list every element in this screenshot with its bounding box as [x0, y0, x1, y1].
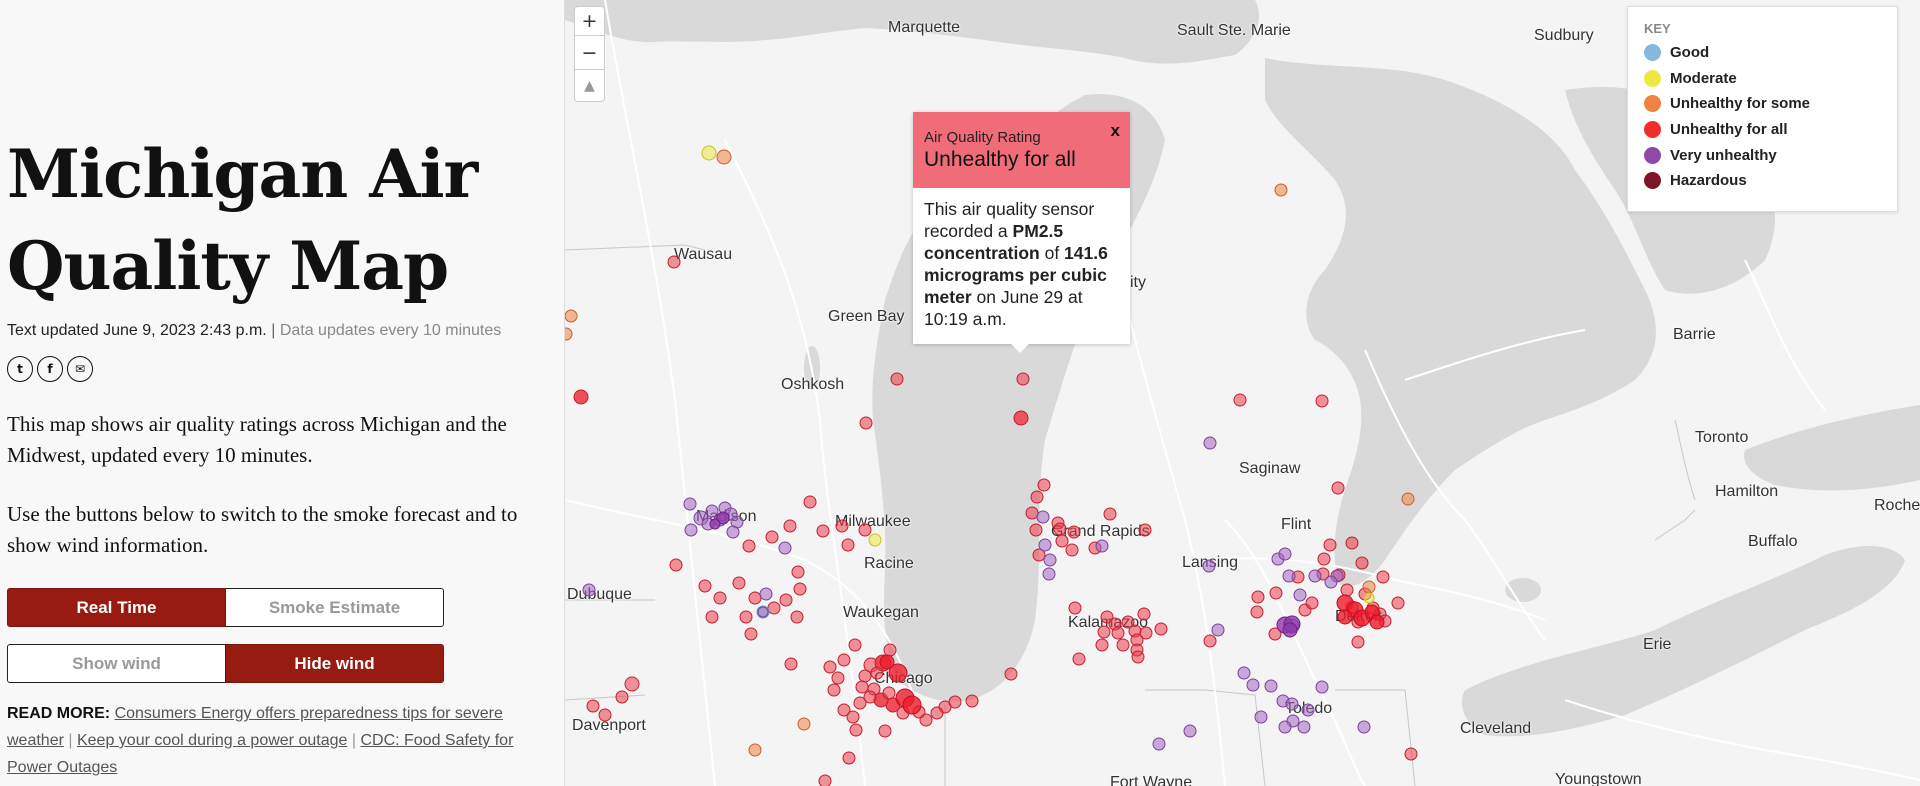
- legend-item: Moderate: [1644, 66, 1897, 92]
- close-icon[interactable]: x: [1110, 121, 1120, 140]
- city-label: Milwaukee: [835, 513, 911, 530]
- legend-label: Unhealthy for all: [1670, 121, 1788, 139]
- link-separator: |: [68, 732, 73, 749]
- city-label: Marquette: [888, 19, 961, 36]
- city-label: Green Bay: [828, 308, 905, 325]
- wind-toggle: Show wind Hide wind: [7, 644, 444, 683]
- city-label: Fort Wayne: [1110, 774, 1193, 786]
- legend-item: Unhealthy for all: [1644, 117, 1897, 143]
- mode-toggle: Real Time Smoke Estimate: [7, 588, 444, 627]
- smoke-estimate-button[interactable]: Smoke Estimate: [226, 588, 444, 627]
- legend-swatch: [1644, 172, 1661, 190]
- city-label: Oshkosh: [781, 376, 845, 393]
- legend-label: Unhealthy for some: [1670, 95, 1811, 113]
- real-time-button[interactable]: Real Time: [7, 588, 226, 627]
- legend-title: KEY: [1644, 21, 1671, 36]
- popup-tip: [1011, 344, 1029, 353]
- city-label: Roches: [1874, 497, 1920, 514]
- legend-swatch: [1644, 146, 1661, 164]
- link-separator: |: [351, 732, 356, 749]
- compass-icon[interactable]: ▲: [574, 70, 605, 102]
- city-label: Youngstown: [1555, 771, 1642, 786]
- popup-text: This air quality sensor recorded a: [924, 199, 1095, 241]
- legend-swatch: [1644, 44, 1661, 62]
- lake-ontario: [1744, 405, 1920, 491]
- city-label: Sudbury: [1534, 27, 1594, 44]
- data-updates-note: Data updates every 10 minutes: [279, 322, 502, 339]
- show-wind-button[interactable]: Show wind: [7, 644, 226, 683]
- read-more: READ MORE: Consumers Energy offers prepa…: [7, 700, 527, 781]
- text-updated: Text updated June 9, 2023 2:43 p.m.: [7, 322, 267, 339]
- lake-superior: [565, 0, 1259, 64]
- city-label: Dubuque: [567, 586, 632, 603]
- city-label: Chicago: [874, 670, 933, 687]
- city-label: Racine: [864, 555, 914, 572]
- air-quality-map[interactable]: Marquette Sault Ste. Marie Sudbury Wausa…: [565, 0, 1920, 786]
- facebook-icon[interactable]: f: [37, 356, 63, 382]
- map-legend: KEY Good Moderate Unhealthy for some Unh…: [1627, 6, 1898, 212]
- popup-text: of: [1039, 243, 1065, 263]
- legend-item: Very unhealthy: [1644, 142, 1897, 168]
- popup-text: on June 29 at 10:19 a.m.: [924, 287, 1083, 329]
- popup-value: 141.6 micrograms per cubic meter: [924, 243, 1108, 307]
- legend-label: Moderate: [1670, 69, 1737, 87]
- legend-swatch: [1644, 69, 1661, 87]
- popup-body: This air quality sensor recorded a PM2.5…: [913, 188, 1130, 344]
- popup-subtitle: Air Quality Rating: [924, 129, 1041, 146]
- popup-header: Air Quality Rating Unhealthy for all x: [913, 112, 1130, 188]
- city-label: Detroit: [1335, 608, 1383, 625]
- city-label: Saginaw: [1239, 460, 1301, 477]
- social-share: t f ✉: [7, 356, 93, 382]
- update-info: Text updated June 9, 2023 2:43 p.m. | Da…: [7, 322, 501, 340]
- page-title: Michigan Air Quality Map: [7, 135, 478, 305]
- read-more-link-2[interactable]: Keep your cool during a power outage: [76, 732, 348, 749]
- city-label: Buffalo: [1748, 533, 1798, 550]
- instructions-text: Use the buttons below to switch to the s…: [7, 502, 518, 557]
- read-more-link-1[interactable]: Consumers Energy offers preparedness tip…: [7, 705, 503, 749]
- sensor-popup: Air Quality Rating Unhealthy for all x T…: [913, 112, 1130, 353]
- city-label: Madison: [696, 508, 757, 525]
- city-label: Flint: [1281, 516, 1312, 533]
- zoom-in-button[interactable]: +: [574, 6, 605, 36]
- email-icon[interactable]: ✉: [67, 356, 93, 382]
- city-label: Sault Ste. Marie: [1177, 22, 1291, 39]
- city-label: Grand Rapids: [1051, 523, 1150, 540]
- zoom-out-button[interactable]: −: [574, 36, 605, 70]
- city-label: Wausau: [674, 246, 733, 263]
- city-label: Waukegan: [843, 604, 919, 621]
- lake-huron: [1265, 58, 1656, 587]
- read-more-label: READ MORE:: [7, 705, 111, 722]
- lake-erie: [1461, 545, 1905, 737]
- city-label: Barrie: [1673, 326, 1716, 343]
- hide-wind-button[interactable]: Hide wind: [226, 644, 444, 683]
- city-label: Toronto: [1695, 429, 1749, 446]
- twitter-icon[interactable]: t: [7, 356, 33, 382]
- city-label: Cleveland: [1460, 720, 1532, 737]
- city-label: Kalamazoo: [1068, 614, 1149, 631]
- meta-separator: |: [271, 322, 276, 339]
- legend-item: Unhealthy for some: [1644, 91, 1897, 117]
- city-label: Hamilton: [1715, 483, 1779, 500]
- read-more-link-3[interactable]: CDC: Food Safety for Power Outages: [7, 732, 514, 776]
- city-label: ity: [1130, 274, 1146, 291]
- city-label: Lansing: [1182, 554, 1239, 571]
- legend-item: Good: [1644, 40, 1897, 66]
- popup-rating: Unhealthy for all: [924, 148, 1076, 171]
- borders: [565, 244, 1696, 786]
- legend-swatch: [1644, 95, 1661, 113]
- city-label: Davenport: [572, 717, 646, 734]
- legend-label: Good: [1670, 44, 1710, 62]
- intro-text: This map shows air quality ratings acros…: [7, 412, 507, 467]
- legend-swatch: [1644, 121, 1661, 139]
- popup-pollutant: PM2.5 concentration: [924, 221, 1064, 263]
- city-label: Toledo: [1285, 700, 1333, 717]
- city-label: Erie: [1643, 636, 1672, 653]
- legend-label: Hazardous: [1670, 172, 1747, 190]
- left-panel: Michigan Air Quality Map Text updated Ju…: [0, 0, 565, 786]
- roads: [565, 0, 1920, 786]
- legend-item: Hazardous: [1644, 168, 1897, 194]
- legend-label: Very unhealthy: [1670, 146, 1777, 164]
